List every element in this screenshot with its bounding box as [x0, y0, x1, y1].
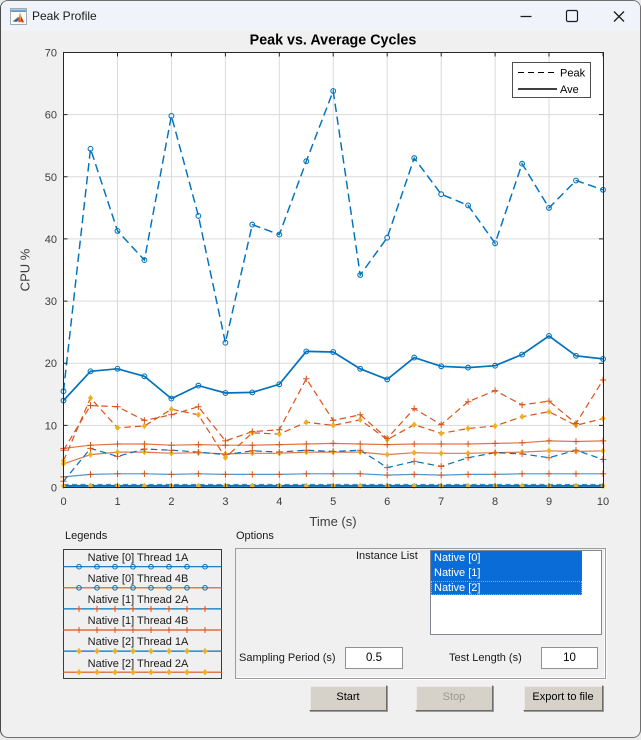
svg-text:10: 10	[597, 496, 609, 508]
svg-text:20: 20	[45, 358, 57, 370]
svg-text:70: 70	[45, 48, 57, 60]
svg-text:50: 50	[45, 172, 57, 184]
svg-text:8: 8	[492, 496, 498, 508]
svg-text:60: 60	[45, 110, 57, 122]
svg-text:0: 0	[51, 483, 57, 495]
svg-text:Time (s): Time (s)	[309, 514, 356, 529]
svg-text:2: 2	[168, 496, 174, 508]
svg-text:5: 5	[330, 496, 336, 508]
svg-text:3: 3	[222, 496, 228, 508]
svg-text:10: 10	[45, 420, 57, 432]
svg-text:7: 7	[438, 496, 444, 508]
svg-text:Peak vs. Average Cycles: Peak vs. Average Cycles	[250, 33, 417, 49]
svg-text:30: 30	[45, 296, 57, 308]
svg-text:Peak: Peak	[560, 68, 586, 80]
svg-text:9: 9	[546, 496, 552, 508]
svg-text:CPU %: CPU %	[18, 248, 33, 291]
svg-text:6: 6	[384, 496, 390, 508]
svg-text:0: 0	[60, 496, 66, 508]
svg-text:4: 4	[276, 496, 282, 508]
svg-text:Ave: Ave	[560, 84, 579, 96]
svg-text:40: 40	[45, 234, 57, 246]
svg-text:1: 1	[114, 496, 120, 508]
